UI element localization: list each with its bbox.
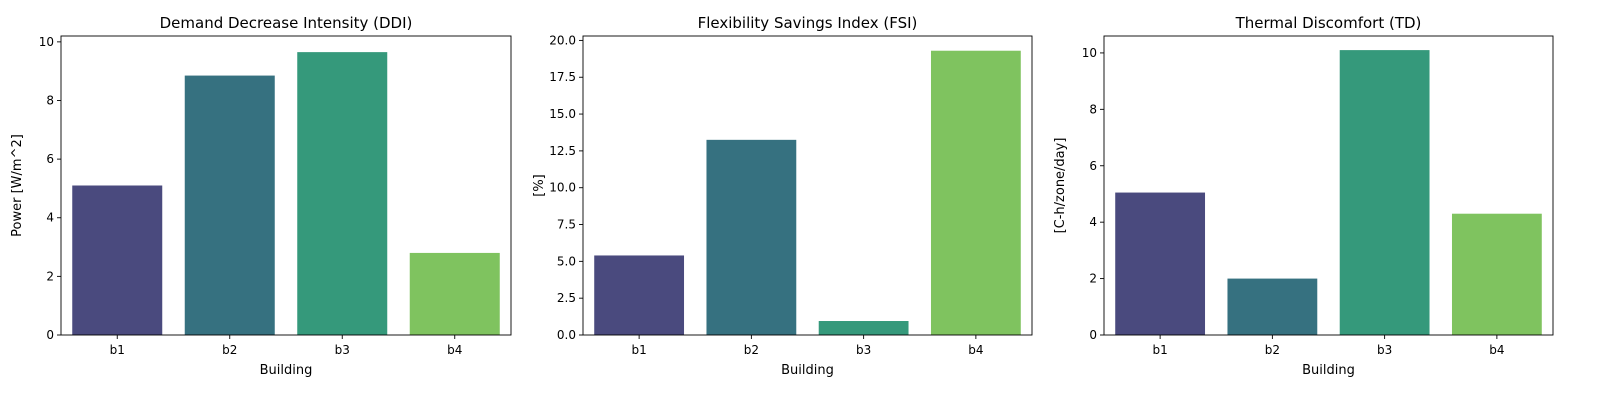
y-tick-label: 10.0	[549, 181, 576, 195]
y-tick-label: 2	[46, 269, 54, 283]
y-tick-label: 0	[1089, 328, 1097, 342]
chart-title: Demand Decrease Intensity (DDI)	[160, 14, 413, 32]
bar-b2	[184, 75, 275, 335]
bar-b3	[818, 321, 909, 335]
x-tick-label: b2	[744, 343, 759, 357]
x-tick-label: b4	[1489, 343, 1504, 357]
x-axis-label: Building	[781, 363, 834, 378]
y-tick-label: 8	[46, 93, 54, 107]
y-tick-label: 12.5	[549, 144, 576, 158]
y-tick-label: 15.0	[549, 107, 576, 121]
x-tick-label: b1	[110, 343, 125, 357]
plot-frame	[1103, 35, 1554, 336]
bar-b2	[1227, 278, 1318, 335]
bar-b2	[706, 139, 797, 335]
chart-panel-1: 0 2 4 6 8 10 b1 b2 b3 b4 Demand Decrease Intensity…	[10, 14, 512, 378]
y-tick-label: 6	[1089, 159, 1097, 173]
y-axis-label: Power [W/m^2]	[10, 134, 25, 237]
chart-panel-3: 0 2 4 6 8 10 b1 b2 b3 b4 Thermal Discomfort (TD) Bu…	[1053, 14, 1554, 378]
x-tick-label: b3	[856, 343, 871, 357]
bar-b4	[1451, 213, 1542, 335]
bar-b3	[297, 52, 388, 335]
y-axis-label: [%]	[532, 174, 547, 197]
bar-b1	[1115, 192, 1206, 335]
y-tick-label: 4	[46, 211, 54, 225]
x-axis-label: Building	[260, 363, 313, 378]
chart-title: Flexibility Savings Index (FSI)	[698, 14, 918, 32]
x-tick-label: b2	[222, 343, 237, 357]
x-tick-label: b1	[631, 343, 646, 357]
y-tick-label: 4	[1089, 215, 1097, 229]
bar-b1	[72, 185, 163, 335]
bar-b3	[1339, 50, 1430, 336]
y-tick-label: 5.0	[557, 254, 576, 268]
x-tick-label: b3	[1377, 343, 1392, 357]
y-tick-label: 0	[46, 328, 54, 342]
y-tick-label: 20.0	[549, 33, 576, 47]
bar-b4	[930, 50, 1021, 335]
bar-b1	[594, 255, 685, 335]
x-tick-label: b3	[335, 343, 350, 357]
x-tick-label: b4	[447, 343, 462, 357]
x-tick-label: b1	[1152, 343, 1167, 357]
y-tick-label: 0.0	[557, 328, 576, 342]
chart-title: Thermal Discomfort (TD)	[1235, 14, 1422, 32]
x-tick-label: b2	[1265, 343, 1280, 357]
y-tick-label: 7.5	[557, 218, 576, 232]
chart-panel-2: 0.0 2.5 5.0 7.5 10.0 12.5 15.0 17.5 20.0 b1 b2 b3 b4…	[532, 14, 1033, 378]
y-tick-label: 10	[1082, 46, 1097, 60]
bar-b4	[409, 252, 500, 335]
y-tick-label: 6	[46, 152, 54, 166]
y-tick-label: 8	[1089, 102, 1097, 116]
y-tick-label: 2	[1089, 272, 1097, 286]
y-axis-label: [C-h/zone/day]	[1053, 138, 1068, 234]
x-tick-label: b4	[968, 343, 983, 357]
y-tick-label: 17.5	[549, 70, 576, 84]
plot-frame	[60, 35, 512, 336]
plot-frame	[582, 35, 1033, 336]
y-tick-label: 2.5	[557, 291, 576, 305]
x-axis-label: Building	[1302, 363, 1355, 378]
y-tick-label: 10	[39, 35, 54, 49]
